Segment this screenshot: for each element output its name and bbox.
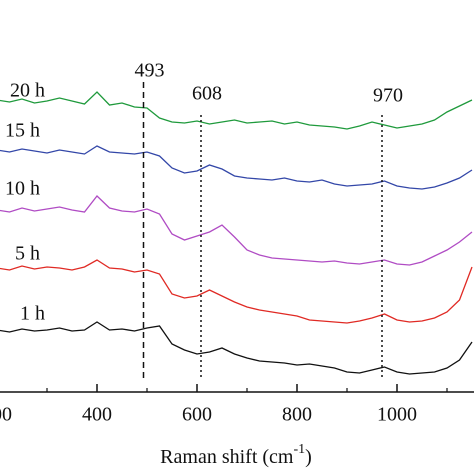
- x-tick-label: 200: [0, 404, 12, 426]
- series-label: 5 h: [15, 243, 40, 265]
- peak-label: 493: [135, 60, 165, 82]
- x-tick-label: 800: [282, 404, 312, 426]
- series-line: [0, 145, 473, 190]
- x-tick-label: 1000: [377, 404, 417, 426]
- series-line: [0, 259, 473, 324]
- x-tick-label: 400: [82, 404, 112, 426]
- series-line: [0, 321, 473, 375]
- series-label: 1 h: [20, 303, 45, 325]
- series-label: 20 h: [10, 80, 45, 102]
- peak-label: 970: [373, 85, 403, 107]
- x-axis-label: Raman shift (cm-1): [160, 442, 312, 467]
- x-label-end: ): [305, 446, 312, 468]
- peak-label: 608: [192, 83, 222, 105]
- series-line: [0, 195, 473, 266]
- x-tick-label: 600: [182, 404, 212, 426]
- series-label: 10 h: [5, 178, 40, 200]
- series-line: [0, 91, 473, 130]
- x-label-main: Raman shift (cm: [160, 446, 294, 468]
- x-label-sup: -1: [293, 442, 305, 457]
- series-label: 15 h: [5, 120, 40, 142]
